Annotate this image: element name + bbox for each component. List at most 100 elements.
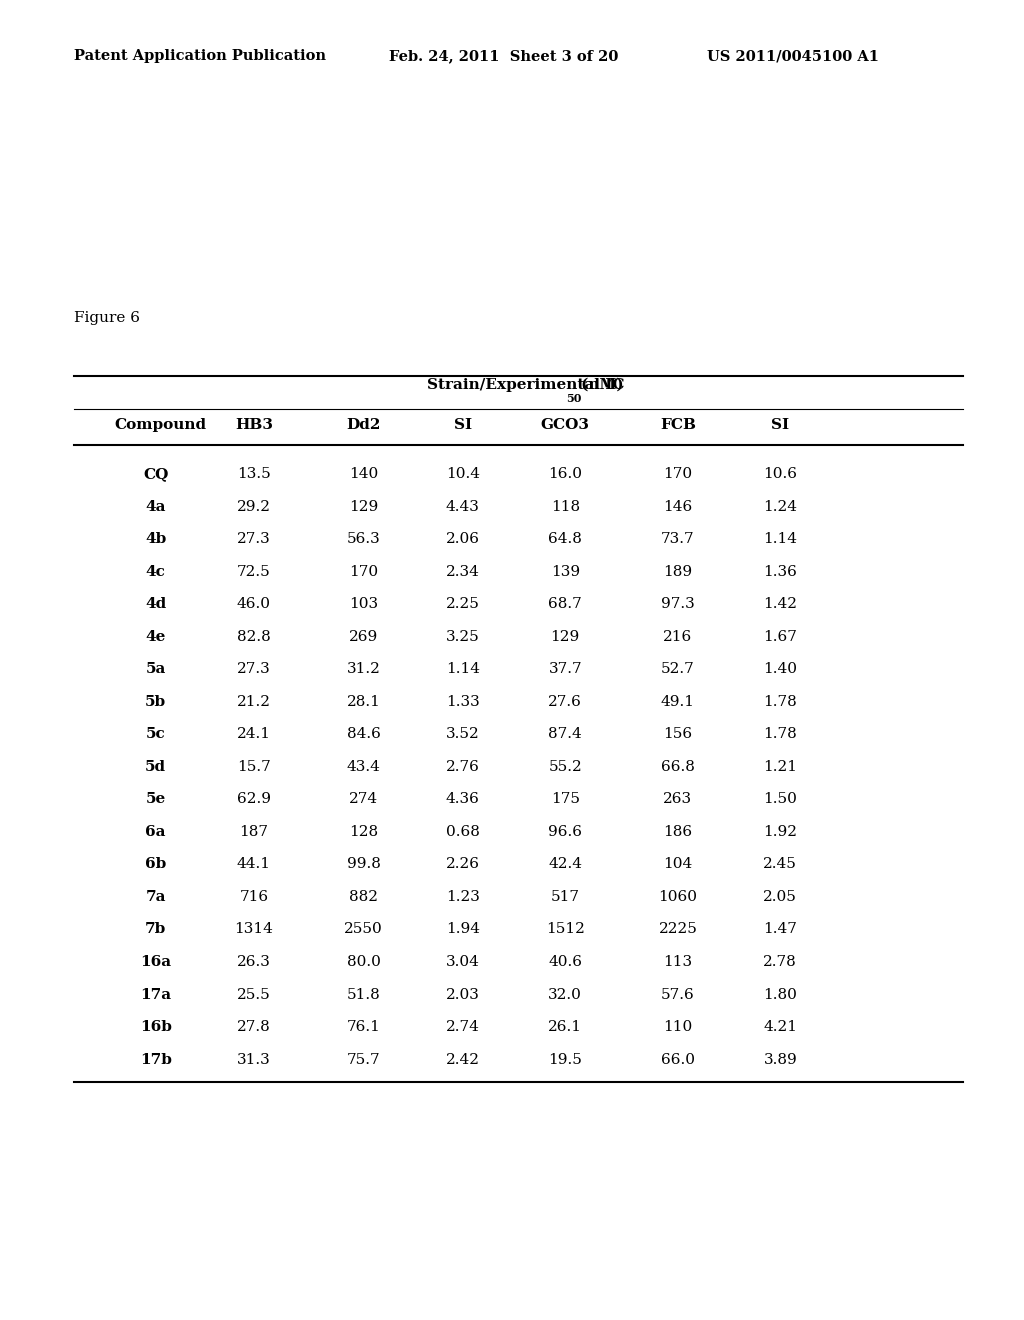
Text: 2550: 2550: [344, 923, 383, 936]
Text: 10.6: 10.6: [763, 467, 798, 482]
Text: 17b: 17b: [139, 1052, 172, 1067]
Text: 1.50: 1.50: [763, 792, 798, 807]
Text: 73.7: 73.7: [662, 532, 694, 546]
Text: 170: 170: [349, 565, 378, 579]
Text: 27.3: 27.3: [238, 663, 270, 676]
Text: 5d: 5d: [145, 760, 166, 774]
Text: 1.23: 1.23: [445, 890, 480, 904]
Text: 1060: 1060: [658, 890, 697, 904]
Text: 66.8: 66.8: [660, 760, 695, 774]
Text: 16a: 16a: [140, 954, 171, 969]
Text: 4e: 4e: [145, 630, 166, 644]
Text: 129: 129: [551, 630, 580, 644]
Text: 13.5: 13.5: [238, 467, 270, 482]
Text: 1.14: 1.14: [445, 663, 480, 676]
Text: 97.3: 97.3: [662, 598, 694, 611]
Text: 42.4: 42.4: [548, 858, 583, 871]
Text: 2.78: 2.78: [764, 954, 797, 969]
Text: 51.8: 51.8: [347, 987, 380, 1002]
Text: 1.67: 1.67: [763, 630, 798, 644]
Text: 49.1: 49.1: [660, 694, 695, 709]
Text: 32.0: 32.0: [548, 987, 583, 1002]
Text: Dd2: Dd2: [346, 418, 381, 432]
Text: 113: 113: [664, 954, 692, 969]
Text: 44.1: 44.1: [237, 858, 271, 871]
Text: 4d: 4d: [145, 598, 166, 611]
Text: 37.7: 37.7: [549, 663, 582, 676]
Text: SI: SI: [771, 418, 790, 432]
Text: 7a: 7a: [145, 890, 166, 904]
Text: 187: 187: [240, 825, 268, 840]
Text: 1.24: 1.24: [763, 500, 798, 513]
Text: 146: 146: [664, 500, 692, 513]
Text: 55.2: 55.2: [549, 760, 582, 774]
Text: 3.25: 3.25: [446, 630, 479, 644]
Text: 27.8: 27.8: [238, 1020, 270, 1034]
Text: 28.1: 28.1: [346, 694, 381, 709]
Text: 716: 716: [240, 890, 268, 904]
Text: 1.92: 1.92: [763, 825, 798, 840]
Text: 5c: 5c: [145, 727, 166, 742]
Text: 3.52: 3.52: [446, 727, 479, 742]
Text: 72.5: 72.5: [238, 565, 270, 579]
Text: Compound: Compound: [115, 418, 207, 432]
Text: 26.1: 26.1: [548, 1020, 583, 1034]
Text: 1.94: 1.94: [445, 923, 480, 936]
Text: 103: 103: [349, 598, 378, 611]
Text: 62.9: 62.9: [237, 792, 271, 807]
Text: 263: 263: [664, 792, 692, 807]
Text: Feb. 24, 2011  Sheet 3 of 20: Feb. 24, 2011 Sheet 3 of 20: [389, 49, 618, 63]
Text: 118: 118: [551, 500, 580, 513]
Text: (nM): (nM): [575, 378, 624, 392]
Text: 82.8: 82.8: [238, 630, 270, 644]
Text: 57.6: 57.6: [662, 987, 694, 1002]
Text: 1.33: 1.33: [446, 694, 479, 709]
Text: 7b: 7b: [145, 923, 166, 936]
Text: 46.0: 46.0: [237, 598, 271, 611]
Text: 186: 186: [664, 825, 692, 840]
Text: 76.1: 76.1: [346, 1020, 381, 1034]
Text: 882: 882: [349, 890, 378, 904]
Text: 31.2: 31.2: [346, 663, 381, 676]
Text: 5a: 5a: [145, 663, 166, 676]
Text: 1.47: 1.47: [763, 923, 798, 936]
Text: 170: 170: [664, 467, 692, 482]
Text: 1.21: 1.21: [763, 760, 798, 774]
Text: 1.42: 1.42: [763, 598, 798, 611]
Text: 2.74: 2.74: [445, 1020, 480, 1034]
Text: 128: 128: [349, 825, 378, 840]
Text: 68.7: 68.7: [549, 598, 582, 611]
Text: 2.42: 2.42: [445, 1052, 480, 1067]
Text: HB3: HB3: [234, 418, 273, 432]
Text: 139: 139: [551, 565, 580, 579]
Text: 2.03: 2.03: [445, 987, 480, 1002]
Text: 96.6: 96.6: [548, 825, 583, 840]
Text: 216: 216: [664, 630, 692, 644]
Text: 87.4: 87.4: [549, 727, 582, 742]
Text: 140: 140: [349, 467, 378, 482]
Text: 19.5: 19.5: [548, 1052, 583, 1067]
Text: 43.4: 43.4: [346, 760, 381, 774]
Text: 517: 517: [551, 890, 580, 904]
Text: 4c: 4c: [145, 565, 166, 579]
Text: 25.5: 25.5: [238, 987, 270, 1002]
Text: 15.7: 15.7: [238, 760, 270, 774]
Text: 27.3: 27.3: [238, 532, 270, 546]
Text: 1.36: 1.36: [763, 565, 798, 579]
Text: 156: 156: [664, 727, 692, 742]
Text: GCO3: GCO3: [541, 418, 590, 432]
Text: 175: 175: [551, 792, 580, 807]
Text: 64.8: 64.8: [548, 532, 583, 546]
Text: 4a: 4a: [145, 500, 166, 513]
Text: 80.0: 80.0: [346, 954, 381, 969]
Text: 110: 110: [664, 1020, 692, 1034]
Text: 52.7: 52.7: [662, 663, 694, 676]
Text: CQ: CQ: [143, 467, 168, 482]
Text: 1.14: 1.14: [763, 532, 798, 546]
Text: 4b: 4b: [145, 532, 166, 546]
Text: 129: 129: [349, 500, 378, 513]
Text: 2.25: 2.25: [445, 598, 480, 611]
Text: Figure 6: Figure 6: [74, 310, 139, 325]
Text: 66.0: 66.0: [660, 1052, 695, 1067]
Text: 26.3: 26.3: [237, 954, 271, 969]
